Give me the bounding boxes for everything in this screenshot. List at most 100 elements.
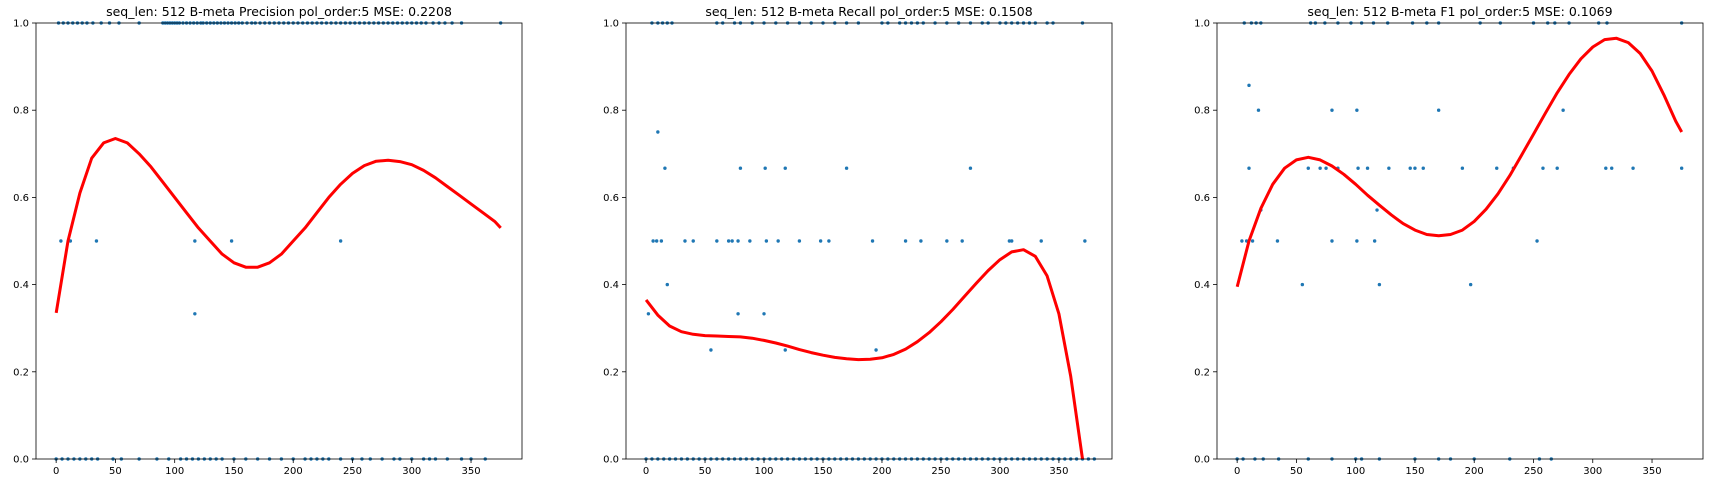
scatter-point: [1535, 239, 1539, 243]
scatter-point: [1372, 239, 1377, 243]
scatter-point: [1377, 282, 1382, 287]
y-tick-label: 0.8: [13, 106, 29, 117]
x-tick-label: 250: [931, 466, 950, 477]
scatter-point: [651, 239, 655, 243]
scatter-point: [1604, 166, 1608, 170]
scatter-point: [730, 239, 734, 243]
y-tick-label: 0.4: [1194, 280, 1210, 291]
y-tick-label: 0.0: [603, 455, 619, 466]
scatter-point: [1300, 282, 1305, 287]
scatter-point: [1240, 239, 1244, 243]
scatter-point: [1250, 239, 1255, 243]
scatter-point: [818, 239, 823, 243]
scatter-point: [1408, 166, 1412, 170]
x-tick-label: 300: [1583, 466, 1602, 477]
scatter-point: [1468, 282, 1473, 287]
scatter-point: [1355, 239, 1359, 243]
x-tick-label: 150: [1405, 466, 1424, 477]
x-tick-label: 350: [461, 466, 480, 477]
fit-curve: [644, 248, 1084, 460]
x-tick-label: 150: [813, 466, 832, 477]
scatter-point: [1541, 166, 1545, 170]
scatter-point: [663, 166, 667, 170]
x-tick-label: 250: [1524, 466, 1543, 477]
scatter-point: [1324, 166, 1328, 170]
scatter-series: [1235, 21, 1684, 461]
scatter-point: [1247, 83, 1251, 88]
scatter-point: [1365, 166, 1370, 170]
scatter-point: [1555, 166, 1559, 170]
scatter-point: [1387, 166, 1391, 170]
scatter-point: [736, 312, 740, 316]
x-tick-label: 100: [754, 466, 773, 477]
scatter-point: [1610, 166, 1614, 170]
x-tick-label: 0: [1234, 466, 1240, 477]
x-tick-label: 200: [1465, 466, 1484, 477]
scatter-point: [59, 239, 63, 243]
scatter-point: [726, 239, 731, 243]
scatter-point: [783, 348, 787, 352]
y-tick-label: 0.2: [1194, 367, 1210, 378]
scatter-point: [1039, 239, 1043, 243]
scatter-point: [1495, 166, 1499, 170]
scatter-point: [776, 239, 780, 243]
scatter-point: [763, 166, 767, 170]
x-tick-label: 100: [165, 466, 184, 477]
scatter-point: [94, 239, 99, 243]
scatter-point: [1436, 108, 1441, 112]
x-tick-label: 50: [1290, 466, 1303, 477]
scatter-point: [1679, 166, 1684, 170]
scatter-point: [1561, 108, 1565, 112]
scatter-series: [54, 21, 503, 461]
chart-title: seq_len: 512 B-meta Precision pol_order:…: [106, 4, 452, 19]
scatter-point: [748, 239, 752, 243]
x-tick-label: 0: [53, 466, 59, 477]
scatter-point: [1256, 108, 1261, 112]
scatter-point: [193, 239, 197, 243]
y-tick-label: 0.8: [603, 106, 619, 117]
axes-frame: [625, 22, 1113, 460]
scatter-point: [1413, 166, 1417, 170]
scatter-point: [665, 282, 669, 287]
scatter-point: [1318, 166, 1322, 170]
scatter-point: [715, 239, 719, 243]
x-tick-label: 350: [1049, 466, 1068, 477]
scatter-point: [1330, 108, 1334, 112]
y-tick-label: 0.2: [13, 367, 29, 378]
scatter-point: [736, 239, 740, 243]
scatter-point: [229, 239, 234, 243]
scatter-point: [1355, 108, 1359, 112]
scatter-point: [903, 239, 908, 243]
x-tick-label: 150: [224, 466, 243, 477]
scatter-point: [844, 166, 849, 170]
scatter-point: [762, 312, 766, 316]
y-tick-label: 0.6: [603, 193, 619, 204]
scatter-point: [338, 239, 343, 243]
y-tick-label: 0.8: [1194, 106, 1210, 117]
x-tick-label: 250: [343, 466, 362, 477]
scatter-point: [656, 130, 660, 134]
fit-curve: [54, 137, 502, 314]
scatter-point: [654, 239, 659, 243]
chart-panel-1: seq_len: 512 B-meta Precision pol_order:…: [13, 4, 523, 477]
scatter-point: [968, 166, 973, 170]
scatter-point: [1007, 239, 1012, 243]
axes-frame: [1216, 22, 1704, 460]
scatter-point: [870, 239, 875, 243]
scatter-point: [797, 239, 802, 243]
scatter-point: [1306, 166, 1310, 170]
scatter-series: [644, 21, 1097, 461]
scatter-point: [960, 239, 964, 243]
scatter-point: [659, 239, 664, 243]
y-tick-label: 0.6: [13, 193, 29, 204]
y-tick-label: 1.0: [603, 19, 619, 30]
y-tick-label: 0.6: [1194, 193, 1210, 204]
y-tick-label: 1.0: [13, 19, 29, 30]
x-tick-label: 200: [284, 466, 303, 477]
y-tick-label: 0.0: [13, 455, 29, 466]
chart-panel-3: seq_len: 512 B-meta F1 pol_order:5 MSE: …: [1194, 4, 1704, 477]
x-tick-label: 200: [872, 466, 891, 477]
scatter-point: [1330, 239, 1334, 243]
chart-title: seq_len: 512 B-meta F1 pol_order:5 MSE: …: [1307, 4, 1612, 19]
scatter-point: [945, 239, 949, 243]
